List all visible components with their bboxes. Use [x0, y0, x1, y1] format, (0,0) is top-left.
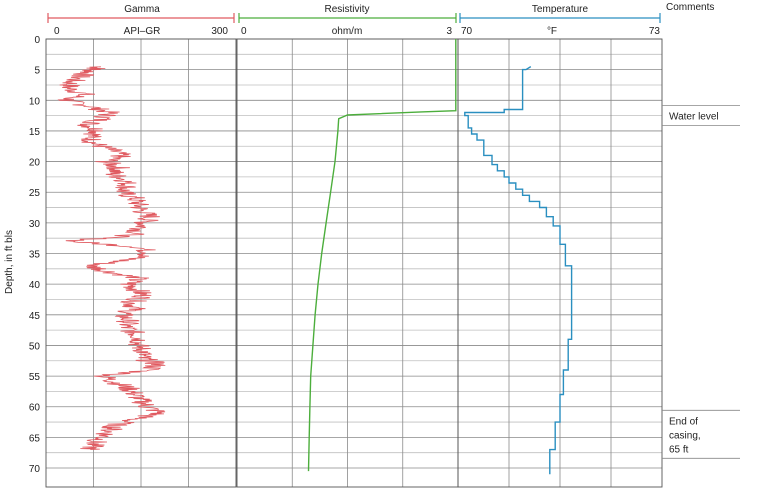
annotation-text: Water level	[669, 112, 719, 123]
depth-tick-label: 5	[34, 66, 40, 77]
temperature-min-label: 70	[461, 26, 473, 37]
resistivity-log-curve	[307, 39, 457, 472]
gamma-min-label: 0	[54, 26, 60, 37]
temperature-log-curve	[464, 66, 573, 475]
resistivity-unit-label: ohm/m	[332, 26, 363, 37]
depth-tick-label: 15	[29, 127, 41, 138]
series-layer	[57, 39, 573, 475]
resistivity-track-title: Resistivity	[324, 4, 369, 15]
depth-tick-label: 35	[29, 250, 41, 261]
depth-tick-label: 45	[29, 311, 41, 322]
temperature-max-label: 73	[649, 26, 661, 37]
depth-tick-label: 50	[29, 341, 41, 352]
depth-tick-label: 60	[29, 403, 41, 414]
comments-title: Comments	[666, 2, 714, 13]
temperature-track-title: Temperature	[532, 4, 589, 15]
depth-tick-label: 55	[29, 372, 41, 383]
temperature-unit-label: °F	[547, 26, 557, 37]
annotation-text: End of	[669, 416, 698, 427]
y-axis-label: Depth, in ft bls	[4, 230, 15, 294]
resistivity-min-label: 0	[241, 26, 247, 37]
depth-tick-label: 10	[29, 96, 41, 107]
depth-tick-label: 65	[29, 433, 41, 444]
annotation-text: 65 ft	[669, 444, 689, 455]
depth-tick-label: 70	[29, 464, 41, 475]
depth-tick-label: 40	[29, 280, 41, 291]
gamma-max-label: 300	[211, 26, 228, 37]
track-frame	[457, 38, 663, 488]
track-frame	[45, 38, 237, 488]
annotation-text: casing,	[669, 430, 701, 441]
gamma-log-curve	[57, 66, 166, 450]
depth-tick-label: 30	[29, 219, 41, 230]
depth-tick-label: 0	[34, 35, 40, 46]
gamma-track-title: Gamma	[124, 4, 160, 15]
gamma-unit-label: API–GR	[124, 26, 161, 37]
depth-tick-label: 20	[29, 158, 41, 169]
grid-layer	[45, 38, 663, 488]
depth-tick-label: 25	[29, 188, 41, 199]
resistivity-max-label: 3	[446, 26, 452, 37]
